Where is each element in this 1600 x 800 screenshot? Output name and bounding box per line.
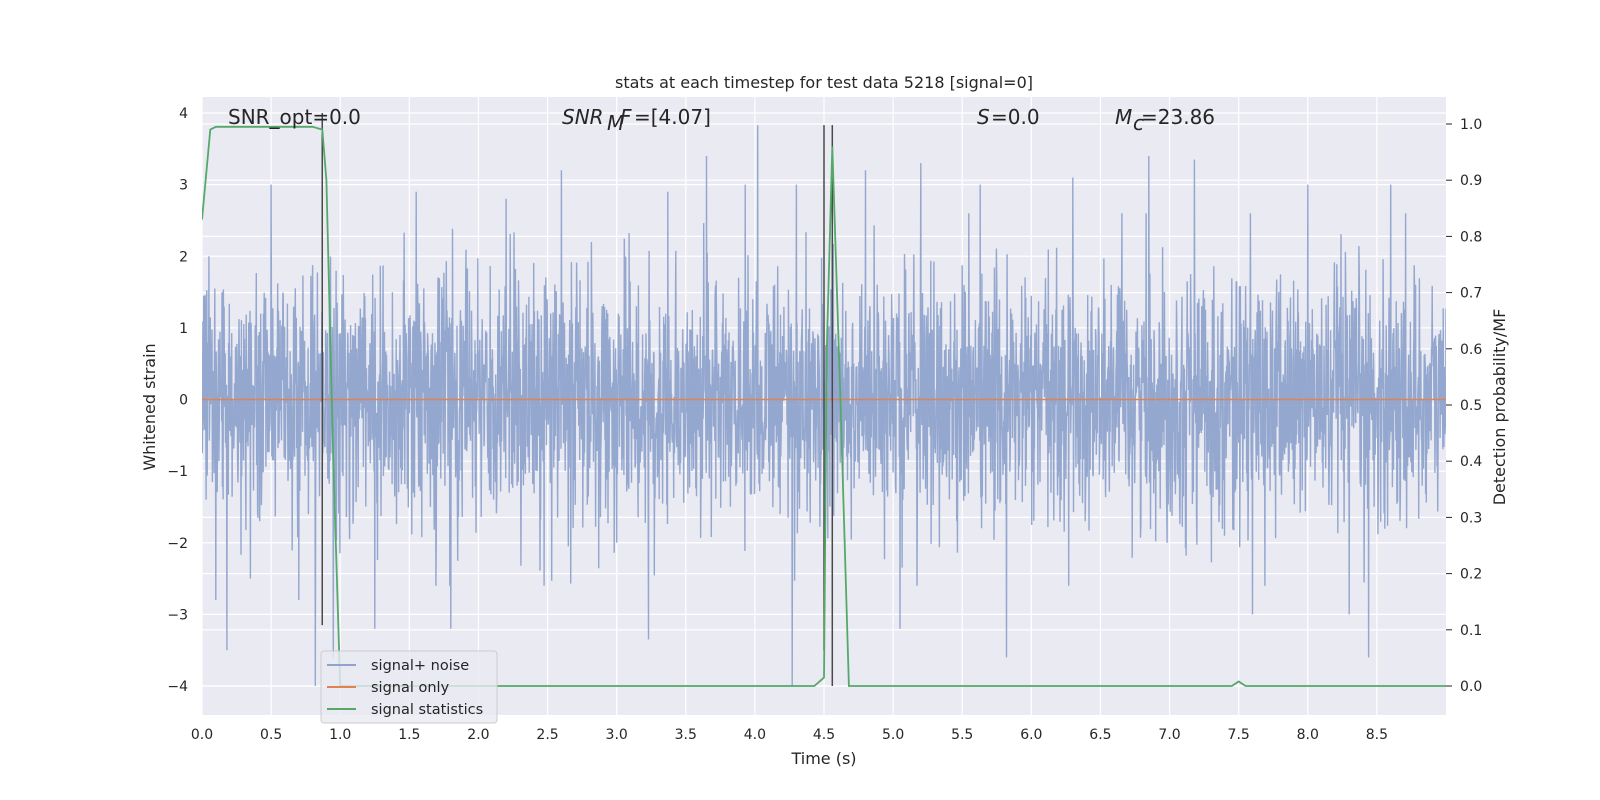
svg-text:SNR: SNR bbox=[562, 105, 604, 129]
y-tick-label: 3 bbox=[179, 178, 188, 194]
y-tick-label: −2 bbox=[167, 536, 188, 552]
chart-title: stats at each timestep for test data 521… bbox=[615, 73, 1033, 92]
svg-text:c: c bbox=[1133, 111, 1144, 135]
x-tick-label: 2.0 bbox=[467, 727, 489, 743]
x-tick-label: 5.5 bbox=[951, 727, 973, 743]
annotation-snr-mf: SNR M F =[4.07] bbox=[562, 105, 711, 135]
svg-text:M: M bbox=[1115, 105, 1132, 129]
x-tick-label: 5.0 bbox=[882, 727, 904, 743]
x-tick-label: 1.0 bbox=[329, 727, 351, 743]
y-tick-label: −3 bbox=[167, 607, 188, 623]
x-tick-label: 4.5 bbox=[813, 727, 835, 743]
x-tick-label: 1.5 bbox=[398, 727, 420, 743]
annotation-mc: M c =23.86 bbox=[1115, 105, 1215, 135]
vertical-markers bbox=[321, 113, 834, 686]
annotation-mc-value: =23.86 bbox=[1141, 105, 1215, 129]
x-tick-label: 6.5 bbox=[1089, 727, 1111, 743]
y-tick-label: 2 bbox=[179, 249, 188, 265]
x-tick-label: 7.0 bbox=[1158, 727, 1180, 743]
legend-label-stats: signal statistics bbox=[371, 702, 483, 718]
legend-label-signal: signal only bbox=[371, 680, 450, 696]
legend-label-noise: signal+ noise bbox=[371, 658, 469, 674]
svg-text:S: S bbox=[977, 105, 990, 129]
y-tick-label: 0 bbox=[179, 393, 188, 409]
right-y-tick-label: 0.1 bbox=[1460, 623, 1482, 639]
right-y-tick-label: 0.4 bbox=[1460, 454, 1482, 470]
x-tick-label: 7.5 bbox=[1228, 727, 1250, 743]
x-axis-label: Time (s) bbox=[790, 749, 856, 768]
x-tick-label: 2.5 bbox=[536, 727, 558, 743]
annotation-s: S =0.0 bbox=[977, 105, 1040, 129]
annotation-s-value: =0.0 bbox=[991, 105, 1040, 129]
x-tick-label: 6.0 bbox=[1020, 727, 1042, 743]
series-signal-statistics bbox=[202, 125, 1446, 687]
right-y-tick-label: 0.0 bbox=[1460, 679, 1482, 695]
right-y-tick-label: 0.5 bbox=[1460, 398, 1482, 414]
y-tick-label: 4 bbox=[179, 106, 188, 122]
y-tick-label: −1 bbox=[167, 464, 188, 480]
x-tick-label: 4.0 bbox=[744, 727, 766, 743]
x-tick-label: 8.0 bbox=[1297, 727, 1319, 743]
y-tick-label: 1 bbox=[179, 321, 188, 337]
legend: signal+ noise signal only signal statist… bbox=[320, 650, 498, 724]
annotation-snr-opt: SNR_opt=0.0 bbox=[228, 105, 361, 129]
statistics-line bbox=[202, 125, 1446, 687]
right-y-tick-label: 0.8 bbox=[1460, 229, 1482, 245]
right-y-tick-label: 0.3 bbox=[1460, 510, 1482, 526]
legend-box bbox=[320, 650, 498, 724]
svg-text:M: M bbox=[607, 111, 624, 135]
x-tick-label: 0.0 bbox=[191, 727, 213, 743]
annotation-snr-mf-value: =[4.07] bbox=[634, 105, 711, 129]
x-tick-label: 8.5 bbox=[1366, 727, 1388, 743]
x-tick-label: 3.5 bbox=[675, 727, 697, 743]
right-y-tick-label: 0.9 bbox=[1460, 173, 1482, 189]
right-y-tick-label: 0.6 bbox=[1460, 342, 1482, 358]
right-y-tick-label: 0.2 bbox=[1460, 567, 1482, 583]
right-y-tick-label: 1.0 bbox=[1460, 117, 1482, 133]
y-axis-label: Whitened strain bbox=[140, 343, 159, 470]
svg-text:F: F bbox=[620, 105, 632, 129]
right-y-axis-ticks: 0.0 0.1 0.2 0.3 0.4 0.5 0.6 0.7 0.8 0.9 1.0 bbox=[1446, 117, 1482, 695]
right-y-axis-label: Detection probability/MF bbox=[1490, 309, 1509, 506]
y-tick-label: −4 bbox=[167, 679, 188, 695]
x-tick-label: 3.0 bbox=[606, 727, 628, 743]
y-axis-ticks: −4 −3 −2 −1 0 1 2 3 4 bbox=[167, 106, 188, 695]
x-axis-ticks: 0.0 0.5 1.0 1.5 2.0 2.5 3.0 3.5 4.0 4.5 5.0 5.5 6.0 6… bbox=[191, 727, 1388, 743]
x-tick-label: 0.5 bbox=[260, 727, 282, 743]
right-y-tick-label: 0.7 bbox=[1460, 286, 1482, 302]
